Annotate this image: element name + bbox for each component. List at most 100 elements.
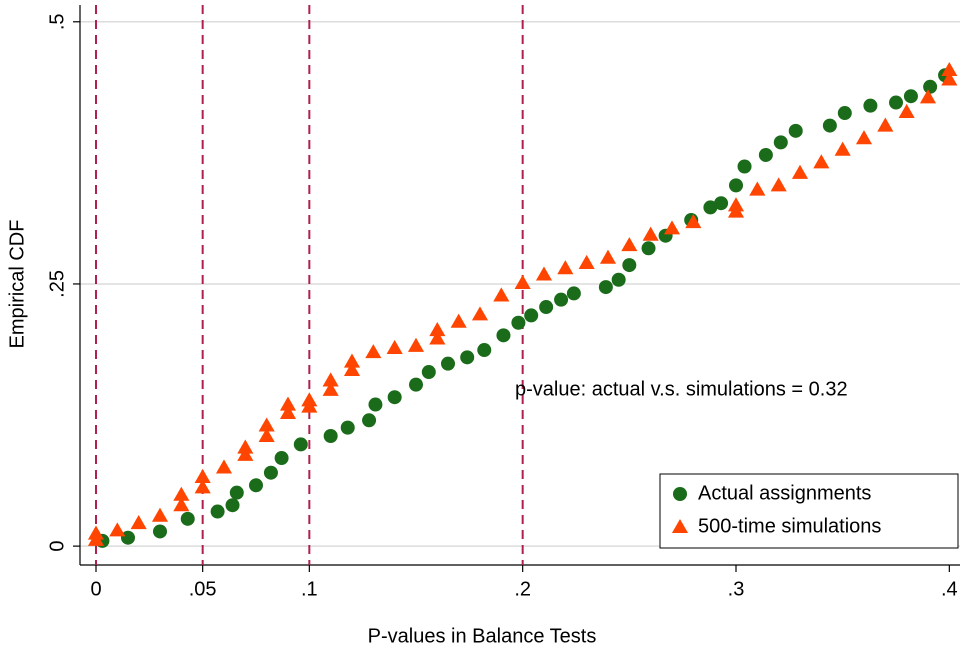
y-tick-label: 0 xyxy=(46,541,68,552)
data-point xyxy=(641,241,656,256)
data-point xyxy=(535,266,553,281)
data-point xyxy=(368,397,383,412)
data-point xyxy=(524,308,539,323)
data-point xyxy=(941,71,958,86)
data-point xyxy=(87,531,105,546)
data-point xyxy=(237,446,254,461)
data-point xyxy=(855,130,873,145)
legend-box xyxy=(659,473,959,549)
data-point xyxy=(598,280,613,295)
data-point xyxy=(749,181,766,196)
data-point xyxy=(554,292,569,307)
data-point xyxy=(599,249,617,264)
data-point xyxy=(919,89,937,104)
data-point xyxy=(429,322,446,337)
data-point xyxy=(263,465,278,480)
data-point xyxy=(194,468,211,483)
x-tick-label: .05 xyxy=(189,578,217,600)
data-point xyxy=(279,404,297,419)
data-point xyxy=(194,479,211,494)
data-point xyxy=(429,330,446,345)
data-point xyxy=(387,390,402,405)
x-tick-label: .3 xyxy=(728,578,745,600)
data-point xyxy=(758,147,773,162)
data-point xyxy=(493,287,510,302)
data-point xyxy=(151,507,169,522)
data-point xyxy=(729,178,743,193)
data-point xyxy=(441,356,455,371)
data-point xyxy=(714,196,729,211)
data-point xyxy=(301,398,318,413)
data-point xyxy=(514,274,531,289)
data-point xyxy=(450,313,467,328)
data-point xyxy=(323,429,338,444)
data-point xyxy=(460,350,475,365)
data-point xyxy=(180,511,195,526)
data-point xyxy=(642,226,659,241)
data-point xyxy=(788,123,803,138)
y-axis-title: Empirical CDF xyxy=(6,220,28,349)
data-point xyxy=(511,315,526,330)
data-point xyxy=(791,164,809,179)
data-point xyxy=(409,377,423,392)
data-point xyxy=(685,214,702,229)
legend-marker xyxy=(673,487,687,501)
data-point xyxy=(496,328,511,343)
data-point xyxy=(566,286,581,301)
data-point xyxy=(727,203,745,218)
data-point xyxy=(822,118,837,133)
x-axis-title: P-values in Balance Tests xyxy=(368,625,597,647)
data-point xyxy=(941,61,958,77)
x-tick-label: .4 xyxy=(941,578,958,600)
data-point xyxy=(471,306,489,321)
data-point xyxy=(837,106,852,121)
y-tick-label: .25 xyxy=(46,270,68,298)
data-point xyxy=(121,530,135,545)
data-point xyxy=(889,95,903,110)
data-point xyxy=(362,413,377,428)
x-tick-label: 0 xyxy=(90,578,101,600)
data-point xyxy=(834,141,851,156)
y-tick-label: .5 xyxy=(46,13,68,30)
data-point xyxy=(813,154,830,169)
data-point xyxy=(340,420,355,435)
data-point xyxy=(923,79,938,94)
annotation: p-value: actual v.s. simulations = 0.32 xyxy=(515,378,848,400)
data-point xyxy=(539,300,554,315)
data-point xyxy=(703,200,718,215)
data-point xyxy=(343,361,361,376)
data-point xyxy=(863,98,878,113)
data-point xyxy=(663,220,681,235)
data-point xyxy=(274,451,289,466)
data-point xyxy=(153,524,167,539)
data-point xyxy=(737,159,752,174)
data-point xyxy=(877,117,894,132)
data-point xyxy=(421,365,436,380)
data-point xyxy=(130,515,147,530)
x-tick-label: .1 xyxy=(301,578,318,600)
data-point xyxy=(258,427,275,443)
data-point xyxy=(611,272,626,287)
data-point xyxy=(215,459,233,474)
data-point xyxy=(249,478,263,493)
data-point xyxy=(578,254,595,270)
data-point xyxy=(477,343,492,358)
data-point xyxy=(173,497,190,512)
data-point xyxy=(770,177,787,192)
data-point xyxy=(365,344,382,359)
data-point xyxy=(225,498,240,513)
x-tick-label: .2 xyxy=(514,578,531,600)
data-point xyxy=(279,396,297,411)
legend-label: 500-time simulations xyxy=(698,515,881,537)
data-point xyxy=(109,522,126,537)
legend-marker xyxy=(671,518,689,534)
data-point xyxy=(237,439,254,454)
legend-label: Actual assignments xyxy=(698,482,871,504)
data-point xyxy=(322,381,339,396)
data-point xyxy=(322,372,339,387)
data-point xyxy=(898,103,915,119)
data-point xyxy=(407,337,425,352)
data-point xyxy=(293,437,308,452)
data-point xyxy=(343,353,361,368)
